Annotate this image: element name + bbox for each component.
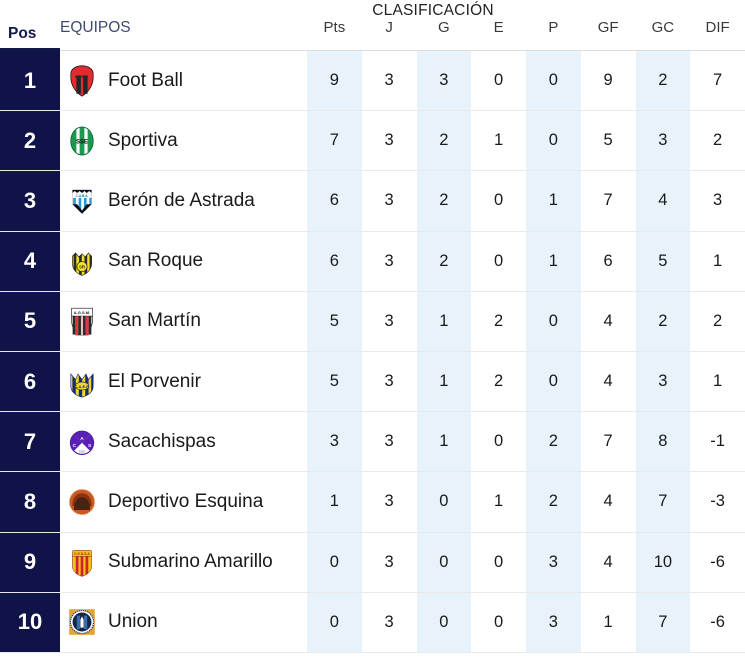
svg-text:C: C <box>73 443 77 449</box>
svg-text:A.G.S.M.: A.G.S.M. <box>74 311 90 316</box>
svg-text:1922: 1922 <box>79 449 85 453</box>
svg-text:C.A.E.P.: C.A.E.P. <box>74 383 89 388</box>
svg-text:SSE: SSE <box>76 139 88 145</box>
svg-text:A: A <box>80 436 84 442</box>
svg-text:C.S.D.S.A: C.S.D.S.A <box>74 552 90 556</box>
svg-text:C.A.B.A.: C.A.B.A. <box>76 194 89 198</box>
svg-text:F.P.R.C.: F.P.R.C. <box>75 73 89 78</box>
svg-text:SR: SR <box>79 265 86 270</box>
